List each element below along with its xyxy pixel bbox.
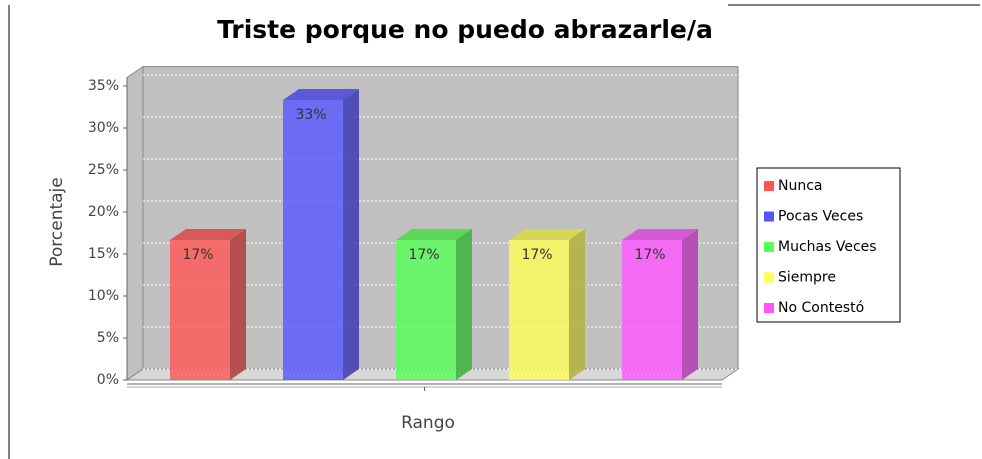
legend-swatch [764,272,774,283]
bar [170,239,230,380]
legend-box [756,167,901,323]
bar [509,239,569,380]
legend-label: Pocas Veces [778,209,863,225]
bar-top [509,228,585,240]
bar-top [622,228,698,240]
y-tick-label: 5% [97,330,119,346]
bar [622,239,682,380]
y-tick-label: 0% [97,372,119,388]
value-label: 17% [408,247,439,263]
value-label: 17% [634,247,665,263]
bar-top [283,89,359,101]
bar-side [682,228,698,380]
x-axis-label: Rango [401,413,455,433]
y-tick-label: 10% [88,288,119,304]
chart-title: Triste porque no puedo abrazarle/a [217,15,713,44]
y-tick-label: 30% [88,120,119,136]
legend-swatch [764,303,774,313]
legend-label: No Contestó [778,300,864,316]
bar-side [569,228,585,380]
value-label: 17% [182,247,213,263]
bar-side [343,89,359,380]
legend-label: Muchas Veces [778,239,877,255]
bar [396,239,456,380]
value-label: 33% [295,107,326,123]
bar-top [170,228,246,240]
legend-swatch [764,211,774,222]
y-tick-label: 25% [88,162,119,178]
legend-swatch [764,242,774,252]
y-axis-label: Porcentaje [47,177,67,267]
y-tick-label: 15% [88,246,119,262]
bar [283,100,343,380]
bar-top [396,228,472,240]
y-tick-label: 35% [88,78,119,94]
legend-label: Siempre [778,270,836,286]
value-label: 17% [521,247,552,263]
bar-side [230,228,246,380]
legend-swatch [764,181,774,191]
legend-label: Nunca [778,178,823,194]
y-tick-label: 20% [88,204,119,220]
left-wall [126,65,144,381]
bar-side [456,228,472,380]
